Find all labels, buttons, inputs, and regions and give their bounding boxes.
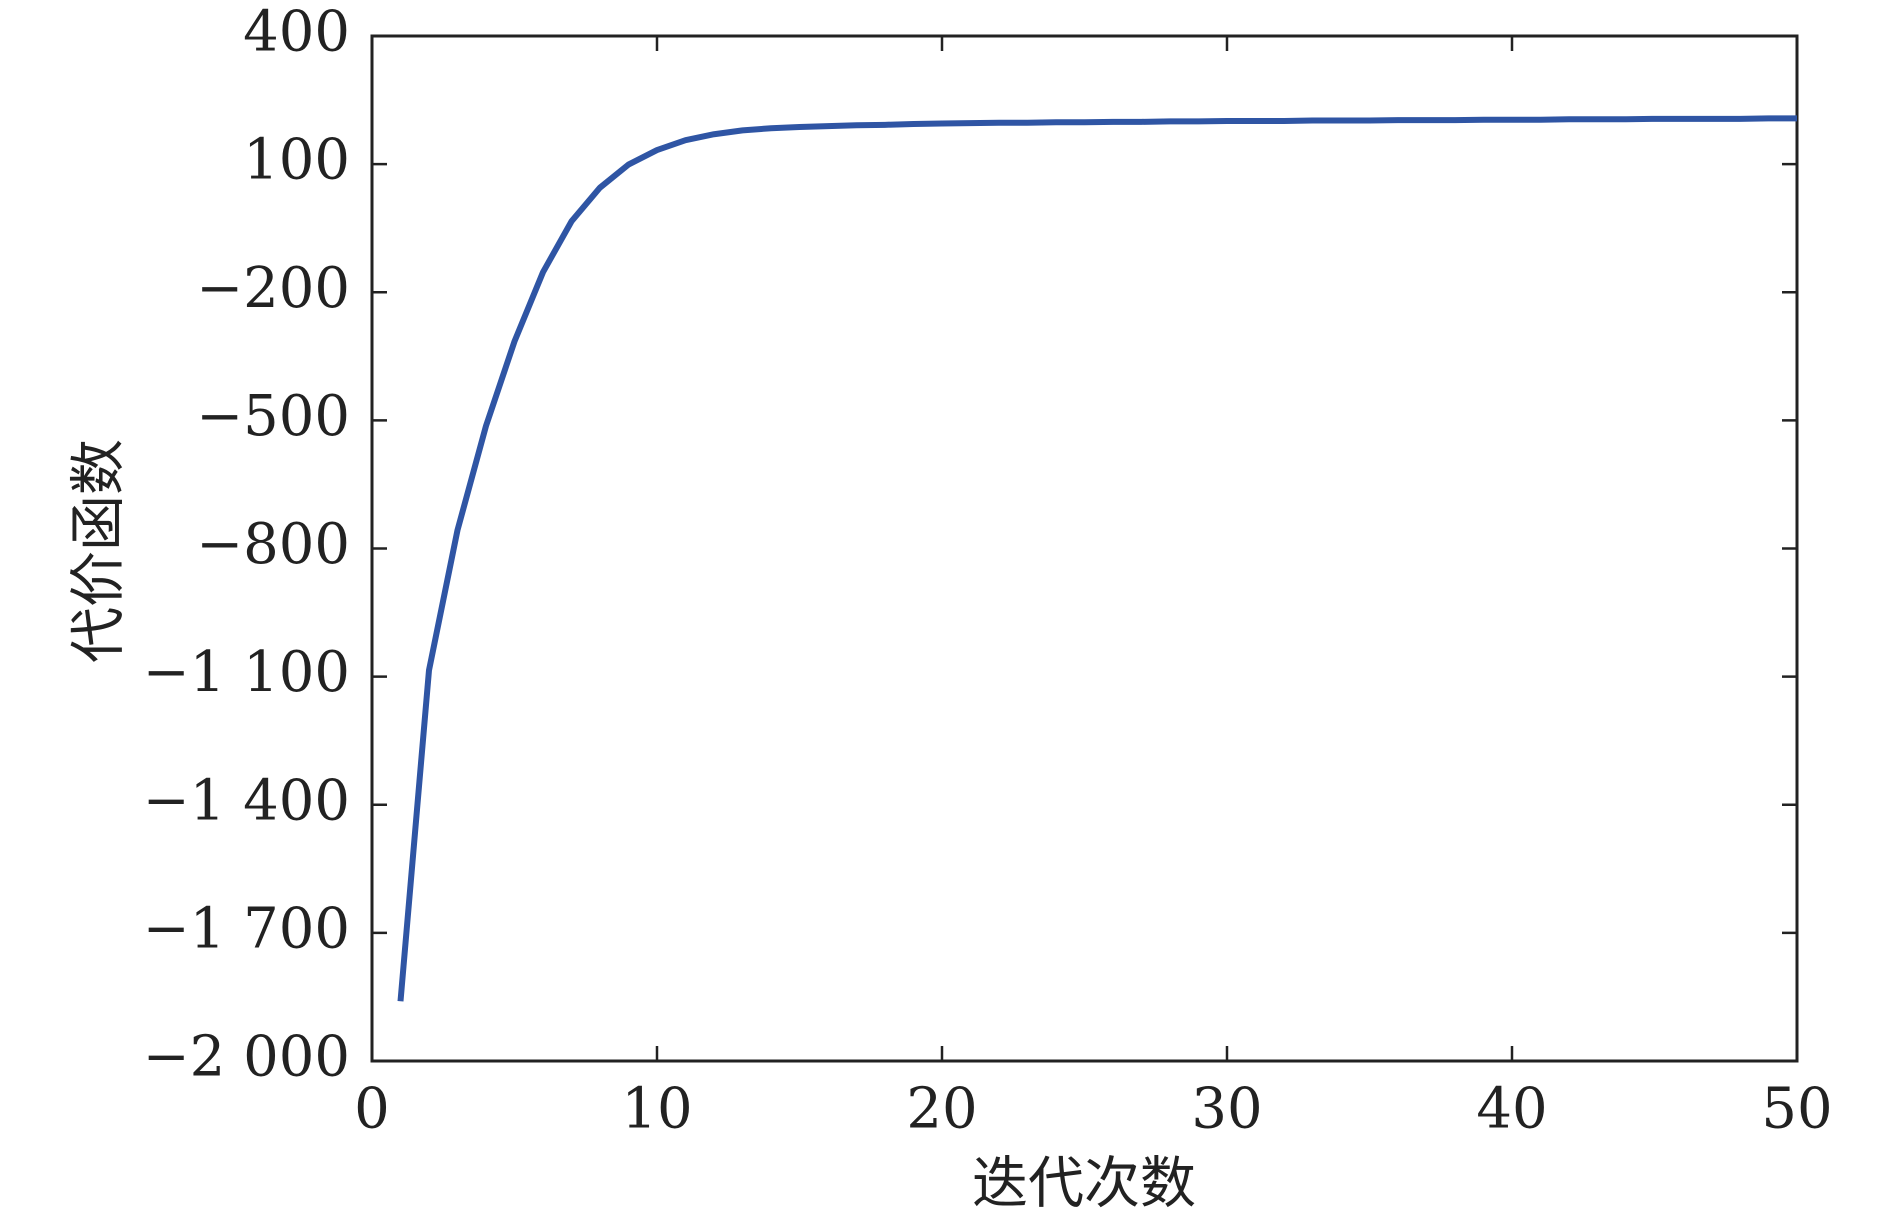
x-axis-label: 迭代次数	[972, 1152, 1196, 1217]
y-tick-label: −2 000	[143, 1025, 350, 1090]
x-tick-label: 40	[1476, 1077, 1547, 1142]
x-tick-label: 10	[621, 1077, 692, 1142]
x-tick-label: 0	[354, 1077, 390, 1142]
x-tick-label: 20	[906, 1077, 977, 1142]
y-tick-label: −200	[196, 256, 350, 321]
y-tick-label: 400	[243, 0, 350, 65]
y-tick-label: −1 700	[143, 896, 350, 961]
x-tick-label: 30	[1191, 1077, 1262, 1142]
y-tick-label: −1 100	[143, 640, 350, 705]
y-tick-label: −500	[196, 384, 350, 449]
plot-frame	[370, 34, 1799, 1063]
y-tick-label: 100	[243, 128, 350, 193]
y-axis-label: 代价函数	[67, 439, 132, 663]
x-tick-label: 50	[1761, 1077, 1832, 1142]
y-tick-label: −800	[196, 512, 350, 577]
y-tick-label: −1 400	[143, 768, 350, 833]
data-line	[397, 115, 1797, 1002]
